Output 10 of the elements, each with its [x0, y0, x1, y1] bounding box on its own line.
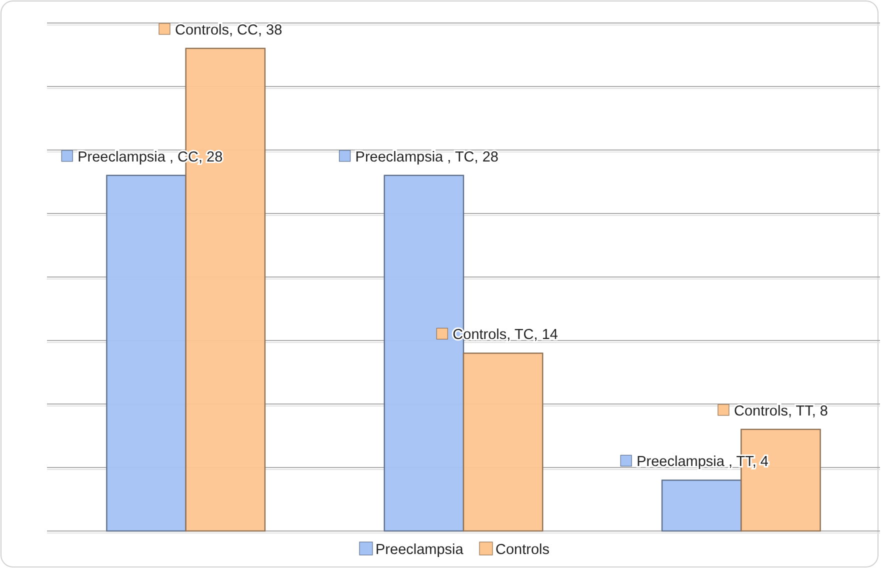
- legend-label: Preeclampsia: [376, 542, 464, 558]
- bar: [661, 480, 742, 532]
- data-label: Preeclampsia , TT, 4: [636, 454, 769, 470]
- data-label: Controls, CC, 38: [175, 22, 282, 38]
- data-label: Preeclampsia , TC, 28: [355, 149, 498, 166]
- data-label: Preeclampsia , CC, 28: [78, 149, 223, 166]
- bar: [106, 174, 186, 532]
- bar: [462, 352, 544, 532]
- data-label: Controls, TT, 8: [734, 403, 828, 420]
- legend-label: Controls: [496, 542, 550, 558]
